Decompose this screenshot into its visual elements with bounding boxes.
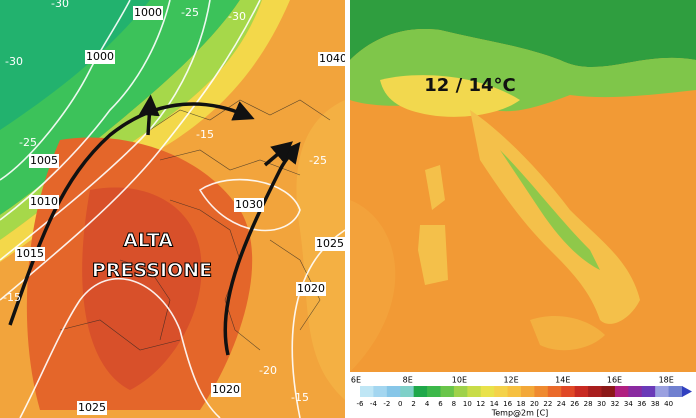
longitude-label: 12E (503, 376, 518, 385)
isobar-label: 1025 (316, 237, 344, 250)
colorbar-tick: -4 (370, 400, 378, 408)
colorbar-segment (628, 386, 643, 397)
colorbar-segment (427, 386, 441, 397)
isobar-label-box (211, 383, 241, 397)
left-map: ALTA PRESSIONE 1000 1000 1040 1005 1010 1015 1… (0, 0, 347, 418)
colorbar-segment (561, 386, 576, 397)
colorbar-tick: 24 (557, 400, 566, 408)
colorbar-segment (480, 386, 495, 397)
colorbar-segment (534, 386, 549, 397)
isobar-label-box (234, 198, 264, 212)
isobar-label: 1020 (212, 383, 240, 396)
temperature-label: -25 (309, 154, 327, 167)
isobar-label-box (77, 401, 107, 415)
temperature-label: -30 (228, 10, 246, 23)
isobar-label: 1020 (297, 282, 325, 295)
annotation: PRESSIONE (92, 260, 212, 282)
colorbar-segment (373, 386, 388, 397)
colorbar-tick: 36 (637, 400, 646, 408)
colorbar-segment (386, 386, 401, 397)
isobar-label-box (318, 52, 345, 66)
longitude-label: 6E (351, 376, 361, 385)
isobar-label: 1005 (30, 154, 58, 167)
colorbar-tick: 16 (503, 400, 512, 408)
colorbar-segment (360, 386, 374, 397)
colorbar-tick: 26 (570, 400, 579, 408)
temperature-label: -15 (196, 128, 214, 141)
colorbar-segment (641, 386, 656, 397)
colorbar-segment (668, 386, 683, 397)
colorbar-segment (655, 386, 670, 397)
isobar-label-box (29, 154, 59, 168)
isobar-label-box (133, 6, 163, 20)
colorbar-segment (614, 386, 629, 397)
colorbar-tick: 20 (530, 400, 539, 408)
longitude-label: 18E (659, 376, 674, 385)
colorbar-segment (507, 386, 522, 397)
isobar-label-box (315, 237, 345, 251)
isobar-label-box (29, 195, 59, 209)
colorbar-label: Temp@2m [C] (491, 409, 549, 418)
colorbar-tick: 6 (438, 400, 443, 408)
isobar-label: 1040 (319, 52, 347, 65)
isobar-label: 1030 (235, 198, 263, 211)
colorbar-tick: 0 (398, 400, 402, 408)
colorbar-tick: 18 (517, 400, 526, 408)
colorbar-tick: 14 (490, 400, 499, 408)
temperature-label: -25 (181, 6, 199, 19)
isobar-label-box (15, 247, 45, 261)
isobar-label: 1010 (30, 195, 58, 208)
colorbar-tick: 28 (584, 400, 593, 408)
colorbar-tick: 40 (664, 400, 673, 408)
colorbar-tick: 2 (411, 400, 415, 408)
colorbar-segment (467, 386, 482, 397)
colorbar-tick: 12 (476, 400, 485, 408)
right-map: 12 / 14°C (350, 0, 696, 372)
isobar-label: 1015 (16, 247, 44, 260)
colorbar-segment (521, 386, 535, 397)
colorbar-tick: -6 (357, 400, 365, 408)
longitude-label: 16E (607, 376, 622, 385)
colorbar-tick: 8 (452, 400, 456, 408)
temperature-label: -20 (259, 364, 277, 377)
temperature-label: -15 (3, 291, 21, 304)
colorbar-tick: -2 (383, 400, 390, 408)
temperature-label: -15 (291, 391, 309, 404)
temperature-label: -30 (5, 55, 23, 68)
annotation: ALTA (123, 230, 173, 252)
colorbar-segment (588, 386, 602, 397)
colorbar-arrow (682, 386, 692, 397)
colorbar-segment (547, 386, 562, 397)
longitude-label: 10E (452, 376, 467, 385)
colorbar-tick: 22 (543, 400, 552, 408)
colorbar-segment (453, 386, 468, 397)
isobar-label: 1000 (134, 6, 162, 19)
isobar-label: 1000 (86, 50, 114, 63)
colorbar-tick: 10 (463, 400, 472, 408)
longitude-label: 8E (403, 376, 413, 385)
colorbar-segment (400, 386, 415, 397)
colorbar-tick: 32 (610, 400, 619, 408)
annotation: 12 / 14°C (424, 75, 515, 96)
temperature-label: -30 (51, 0, 69, 10)
isobar-label: 1025 (78, 401, 106, 414)
colorbar-segment (574, 386, 589, 397)
colorbar-tick: 4 (425, 400, 430, 408)
colorbar-segment (440, 386, 455, 397)
colorbar-segment (601, 386, 616, 397)
colorbar-tick: 30 (597, 400, 606, 408)
temperature-label: -25 (19, 136, 37, 149)
isobar-label-box (296, 282, 326, 296)
colorbar-segment (413, 386, 428, 397)
longitude-label: 14E (555, 376, 570, 385)
colorbar-tick: 38 (651, 400, 660, 408)
colorbar-segment (494, 386, 509, 397)
isobar-label-box (85, 50, 115, 64)
colorbar-tick: 34 (624, 400, 633, 408)
